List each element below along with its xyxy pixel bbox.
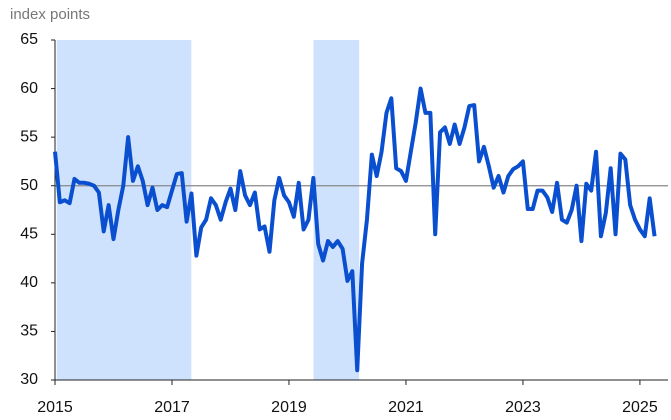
- y-tick-label: 40: [20, 274, 38, 291]
- x-tick-label: 2017: [154, 399, 190, 416]
- y-tick-label: 45: [20, 226, 38, 243]
- y-axis-label: index points: [10, 6, 90, 23]
- shaded-period: [56, 40, 192, 380]
- x-tick-label: 2021: [388, 399, 424, 416]
- y-tick-label: 60: [20, 80, 38, 97]
- data-line: [53, 86, 657, 373]
- x-tick-label: 2025: [622, 399, 658, 416]
- y-tick-label: 30: [20, 371, 38, 388]
- shaded-period: [313, 40, 360, 380]
- x-tick-label: 2019: [271, 399, 307, 416]
- y-tick-label: 65: [20, 31, 38, 48]
- x-tick-label: 2015: [37, 399, 73, 416]
- y-tick-label: 50: [20, 177, 38, 194]
- y-tick-label: 55: [20, 128, 38, 145]
- y-tick-label: 35: [20, 323, 38, 340]
- x-tick-label: 2023: [505, 399, 541, 416]
